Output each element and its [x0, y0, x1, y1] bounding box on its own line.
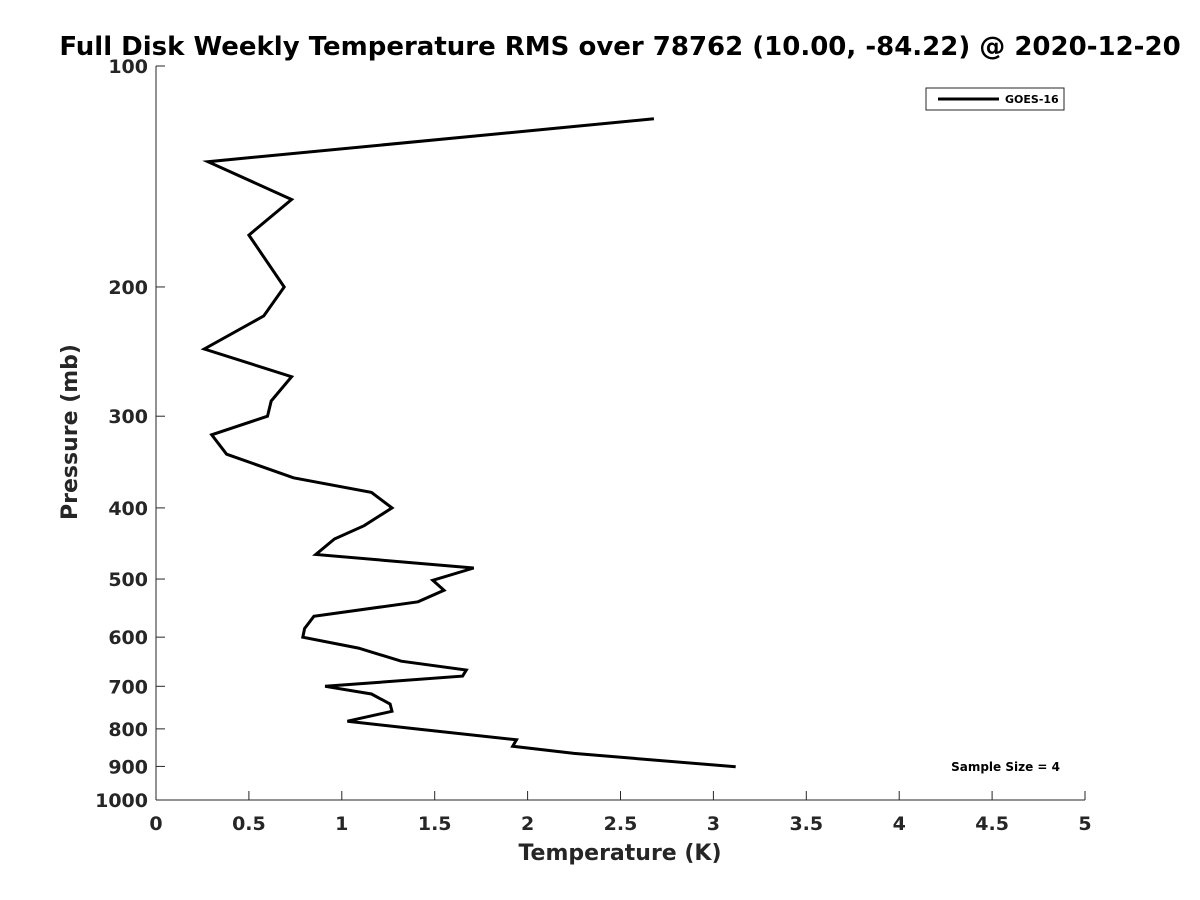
series-layer [200, 117, 736, 769]
y-tick-label: 700 [108, 676, 148, 698]
y-tick-label: 600 [108, 627, 148, 649]
legend-label: GOES-16 [1005, 93, 1059, 106]
y-tick-label: 100 [108, 56, 148, 78]
y-tick-label: 900 [108, 756, 148, 778]
y-tick-label: 200 [108, 277, 148, 299]
sample-size-annotation: Sample Size = 4 [951, 760, 1060, 774]
y-axis: 100 200 300 400 500 600 700 800 900 1000 [95, 56, 165, 812]
x-tick-label: 0.5 [232, 813, 266, 835]
chart-title: Full Disk Weekly Temperature RMS over 78… [59, 32, 1180, 62]
x-tick-label: 2 [521, 813, 534, 835]
x-tick-label: 3 [707, 813, 720, 835]
y-tick-label: 500 [108, 569, 148, 591]
x-axis-label: Temperature (K) [518, 841, 721, 866]
x-tick-label: 1.5 [418, 813, 452, 835]
y-axis-label: Pressure (mb) [58, 344, 83, 520]
x-tick-label: 5 [1078, 813, 1091, 835]
legend: GOES-16 [925, 87, 1065, 111]
y-tick-label: 1000 [95, 790, 148, 812]
y-tick-label: 400 [108, 498, 148, 520]
x-tick-label: 2.5 [604, 813, 638, 835]
x-tick-label: 1 [335, 813, 348, 835]
x-tick-label: 4.5 [975, 813, 1009, 835]
x-tick-label: 3.5 [789, 813, 823, 835]
y-tick-label: 800 [108, 719, 148, 741]
series-line-goes-16 [200, 117, 736, 769]
y-tick-label: 300 [108, 406, 148, 428]
x-axis: 0 0.5 1 1.5 2 2.5 3 3.5 4 4.5 5 [149, 791, 1092, 835]
x-tick-label: 4 [893, 813, 906, 835]
x-tick-label: 0 [149, 813, 162, 835]
